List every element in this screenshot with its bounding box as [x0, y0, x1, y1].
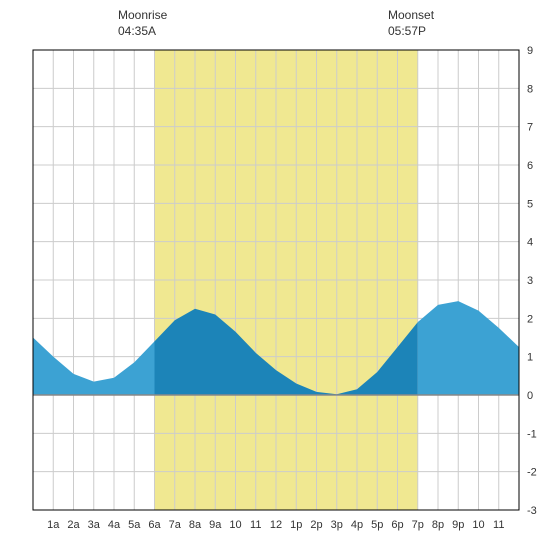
x-tick-label: 2p	[310, 519, 322, 531]
x-tick-label: 4p	[351, 519, 363, 531]
moonrise-annotation: Moonrise 04:35A	[118, 8, 167, 39]
moonrise-title: Moonrise	[118, 8, 167, 24]
x-tick-label: 5a	[128, 519, 141, 531]
y-tick-label: 9	[527, 45, 533, 57]
y-tick-label: -3	[527, 505, 537, 517]
x-tick-label: 1p	[290, 519, 302, 531]
y-tick-label: 3	[527, 275, 533, 287]
y-tick-label: 7	[527, 122, 533, 134]
x-tick-label: 6p	[391, 519, 403, 531]
x-tick-label: 2a	[67, 519, 80, 531]
moonset-annotation: Moonset 05:57P	[388, 8, 434, 39]
chart-svg: 1a2a3a4a5a6a7a8a9a1011121p2p3p4p5p6p7p8p…	[0, 0, 550, 550]
x-tick-label: 4a	[108, 519, 121, 531]
y-tick-label: 5	[527, 198, 533, 210]
tide-area-post	[418, 301, 519, 395]
x-tick-label: 10	[472, 519, 484, 531]
x-tick-label: 6a	[148, 519, 161, 531]
y-tick-label: 0	[527, 390, 533, 402]
y-tick-label: -1	[527, 428, 537, 440]
y-tick-label: 6	[527, 160, 533, 172]
x-tick-label: 11	[250, 519, 261, 531]
x-tick-label: 10	[229, 519, 241, 531]
x-tick-label: 11	[493, 519, 504, 531]
x-tick-label: 3a	[88, 519, 101, 531]
x-tick-label: 8a	[189, 519, 202, 531]
x-tick-label: 3p	[331, 519, 343, 531]
x-tick-label: 1a	[47, 519, 60, 531]
y-tick-label: 8	[527, 83, 533, 95]
x-tick-label: 5p	[371, 519, 383, 531]
y-tick-label: 4	[527, 237, 533, 249]
y-tick-label: -2	[527, 467, 537, 479]
x-tick-label: 9a	[209, 519, 222, 531]
y-tick-label: 1	[527, 352, 533, 364]
moonrise-time: 04:35A	[118, 24, 167, 40]
x-tick-label: 7a	[169, 519, 182, 531]
x-tick-label: 8p	[432, 519, 444, 531]
moonset-title: Moonset	[388, 8, 434, 24]
x-tick-label: 9p	[452, 519, 464, 531]
x-tick-label: 7p	[412, 519, 424, 531]
moonset-time: 05:57P	[388, 24, 434, 40]
tide-chart: Moonrise 04:35A Moonset 05:57P 1a 2a 3a 4a 5…	[0, 0, 550, 550]
x-tick-label: 12	[270, 519, 282, 531]
y-tick-label: 2	[527, 313, 533, 325]
